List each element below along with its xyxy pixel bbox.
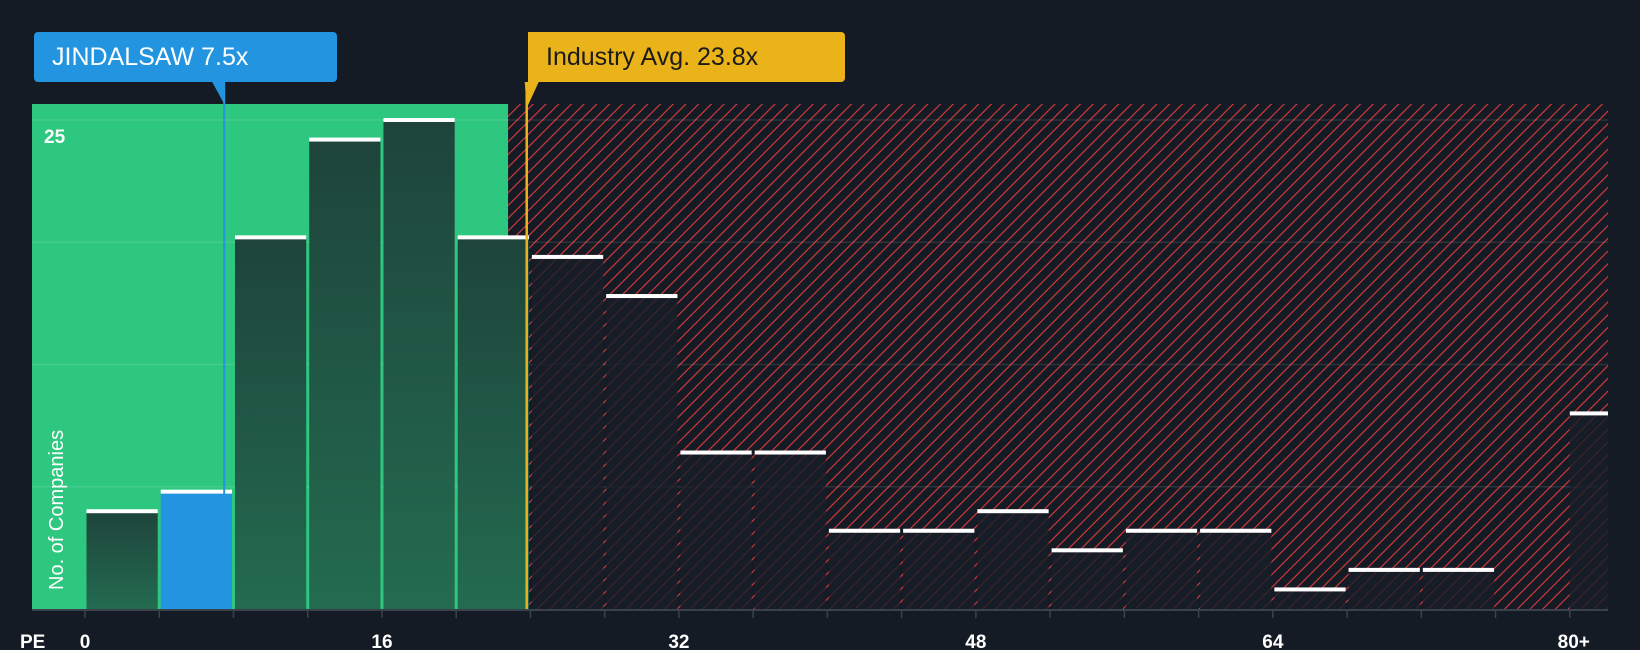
- bar: [1125, 530, 1198, 609]
- bar: [1051, 550, 1123, 609]
- bar: [531, 256, 604, 609]
- x-axis-title: PE: [20, 632, 45, 650]
- bar: [828, 530, 901, 609]
- bar-top-marker: [977, 509, 1049, 514]
- bar: [309, 139, 381, 609]
- bar-top-marker: [1274, 587, 1346, 592]
- bar: [457, 237, 529, 610]
- bar-top-marker: [1051, 548, 1123, 553]
- company-bar: [160, 491, 232, 609]
- bar: [754, 452, 826, 609]
- bar: [680, 452, 752, 609]
- x-tick-label: 16: [371, 632, 392, 650]
- x-tick-label: 64: [1262, 632, 1284, 650]
- bar: [903, 530, 975, 609]
- bar-top-marker: [1569, 411, 1608, 416]
- bar-top-marker: [1422, 567, 1495, 572]
- bar-top-marker: [160, 489, 232, 494]
- bar: [1348, 569, 1420, 609]
- bar-top-marker: [606, 294, 678, 299]
- company-pe-label: JINDALSAW 7.5x: [34, 32, 337, 82]
- bar: [1569, 413, 1608, 609]
- bar: [383, 120, 455, 609]
- bar-top-marker: [234, 235, 307, 240]
- bar-top-marker: [86, 509, 158, 514]
- bar: [86, 511, 158, 609]
- y-tick-label: 25: [44, 127, 66, 148]
- bar: [1200, 530, 1272, 609]
- bar: [234, 237, 307, 610]
- bar-top-marker: [531, 254, 604, 259]
- x-tick-label: 0: [80, 632, 91, 650]
- bar-top-marker: [1348, 567, 1420, 572]
- bar-top-marker: [828, 528, 901, 533]
- industry-label-pointer: [524, 82, 539, 108]
- company-label-pointer: [212, 82, 225, 104]
- bar-top-marker: [903, 528, 975, 533]
- bar: [1274, 589, 1346, 609]
- bar-top-marker: [680, 450, 752, 455]
- bar-top-marker: [1200, 528, 1272, 533]
- x-tick-label: 48: [965, 632, 986, 650]
- x-tick-label: 32: [668, 632, 689, 650]
- bar: [1422, 569, 1495, 609]
- bar: [977, 511, 1049, 609]
- industry-avg-label: Industry Avg. 23.8x: [528, 32, 845, 82]
- bar-top-marker: [754, 450, 826, 455]
- y-axis-title: No. of Companies: [46, 430, 68, 590]
- bar-top-marker: [457, 235, 529, 240]
- bar-top-marker: [383, 118, 455, 122]
- bar-top-marker: [309, 137, 381, 142]
- bar: [606, 296, 678, 609]
- x-tick-label: 80+: [1558, 632, 1590, 650]
- bar-top-marker: [1125, 528, 1198, 533]
